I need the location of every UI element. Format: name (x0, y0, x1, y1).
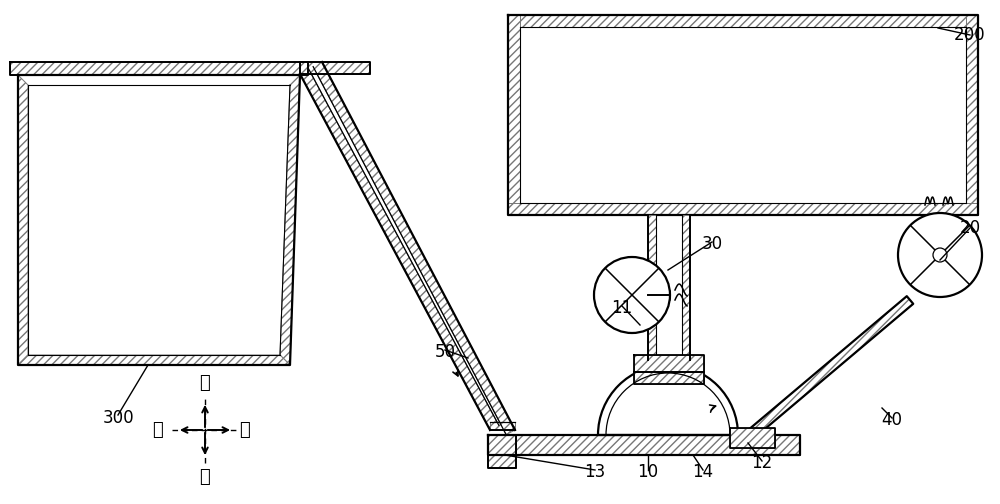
Polygon shape (648, 215, 656, 360)
Polygon shape (300, 62, 370, 74)
Polygon shape (488, 435, 516, 468)
Polygon shape (747, 296, 913, 439)
Text: 下: 下 (200, 468, 210, 486)
Polygon shape (508, 15, 520, 215)
Text: 14: 14 (692, 463, 714, 481)
Polygon shape (682, 215, 690, 360)
Polygon shape (730, 428, 775, 448)
Polygon shape (18, 75, 28, 365)
Text: 200: 200 (954, 26, 986, 44)
Text: 12: 12 (751, 454, 773, 472)
Polygon shape (508, 203, 978, 215)
Text: 300: 300 (102, 409, 134, 427)
Polygon shape (10, 62, 308, 75)
Polygon shape (966, 15, 978, 215)
Polygon shape (300, 69, 499, 430)
Polygon shape (488, 435, 800, 455)
Polygon shape (634, 372, 704, 384)
Circle shape (594, 257, 670, 333)
Text: 13: 13 (584, 463, 606, 481)
Polygon shape (313, 62, 515, 434)
Text: 左: 左 (152, 421, 163, 439)
Text: 50: 50 (434, 343, 456, 361)
Polygon shape (508, 15, 978, 27)
Polygon shape (634, 355, 704, 372)
Wedge shape (598, 365, 738, 435)
Circle shape (933, 248, 947, 262)
Polygon shape (648, 290, 670, 300)
Text: 30: 30 (701, 235, 723, 253)
Text: 上: 上 (200, 374, 210, 392)
Polygon shape (280, 75, 300, 365)
Text: 40: 40 (882, 411, 902, 429)
Circle shape (898, 213, 982, 297)
Text: 11: 11 (611, 299, 633, 317)
Polygon shape (309, 67, 506, 434)
Polygon shape (18, 355, 290, 365)
Text: 10: 10 (637, 463, 659, 481)
Text: 20: 20 (959, 219, 981, 237)
Polygon shape (520, 27, 966, 203)
Polygon shape (28, 85, 290, 355)
Polygon shape (490, 422, 515, 430)
Polygon shape (648, 215, 690, 360)
Text: 右: 右 (239, 421, 250, 439)
